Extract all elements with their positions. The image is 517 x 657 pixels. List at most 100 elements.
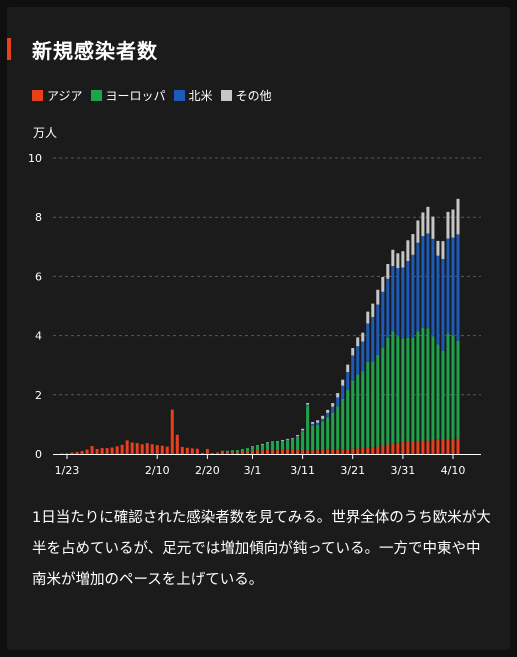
bar-segment-north-america bbox=[351, 355, 355, 381]
bar-segment-asia bbox=[351, 448, 355, 454]
title-accent-bar bbox=[7, 38, 11, 60]
bar-segment-europe bbox=[281, 440, 285, 450]
bar-segment-other bbox=[386, 263, 390, 279]
x-tick-label: 3/11 bbox=[290, 464, 315, 477]
bar-segment-asia bbox=[165, 446, 169, 454]
bar-segment-europe bbox=[391, 331, 395, 444]
bar-segment-asia bbox=[276, 450, 280, 454]
bar-segment-asia bbox=[235, 452, 239, 454]
bar-segment-asia bbox=[356, 448, 360, 454]
bar-segment-other bbox=[366, 311, 370, 324]
bar-segment-asia bbox=[100, 448, 104, 454]
bar-segment-asia bbox=[145, 443, 149, 454]
y-tick-label: 4 bbox=[35, 330, 42, 343]
bar-segment-asia bbox=[296, 450, 300, 454]
y-tick-label: 10 bbox=[28, 152, 42, 165]
bar-segment-asia bbox=[346, 448, 350, 454]
bar-segment-asia bbox=[396, 442, 400, 454]
bar-segment-asia bbox=[150, 444, 154, 454]
bar-segment-other bbox=[446, 211, 450, 239]
bar-segment-europe bbox=[441, 350, 445, 440]
bar-segment-asia bbox=[135, 443, 139, 454]
bar-segment-other bbox=[321, 415, 325, 419]
bar-segment-asia bbox=[115, 446, 119, 454]
bar-segment-north-america bbox=[301, 430, 305, 432]
bar-segment-asia bbox=[85, 449, 89, 454]
bar-segment-north-america bbox=[361, 341, 365, 372]
bar-segment-europe bbox=[366, 361, 370, 448]
bar-segment-europe bbox=[311, 425, 315, 451]
bar-segment-north-america bbox=[401, 267, 405, 339]
bar-segment-north-america bbox=[406, 261, 410, 338]
bar-segment-europe bbox=[220, 450, 224, 452]
y-tick-label: 2 bbox=[35, 389, 42, 402]
x-tick-label: 4/10 bbox=[441, 464, 466, 477]
bar-segment-north-america bbox=[376, 304, 380, 355]
bar-segment-asia bbox=[266, 449, 270, 454]
bar-segment-asia bbox=[225, 452, 229, 454]
bar-segment-other bbox=[361, 332, 365, 342]
bar-segment-asia bbox=[240, 451, 244, 454]
bar-segment-asia bbox=[250, 450, 254, 454]
bar-segment-other bbox=[456, 198, 460, 235]
chart-card: 新規感染者数 アジア ヨーロッパ 北米 その他 万人 0 2 4 6 8 10 1/23 2/… bbox=[7, 7, 510, 650]
bar-segment-europe bbox=[351, 380, 355, 449]
bar-segment-other bbox=[451, 209, 455, 238]
bar-segment-other bbox=[316, 420, 320, 423]
bar-segment-north-america bbox=[446, 238, 450, 334]
bar-segment-asia bbox=[65, 453, 69, 454]
legend-swatch-north-america bbox=[173, 90, 185, 101]
bar-segment-asia bbox=[451, 438, 455, 454]
bar-segment-europe bbox=[316, 424, 320, 451]
bar-segment-asia bbox=[361, 448, 365, 454]
bar-segment-asia bbox=[210, 453, 214, 454]
bar-segment-north-america bbox=[421, 236, 425, 328]
bar-segment-europe bbox=[436, 344, 440, 440]
bar-segment-asia bbox=[321, 449, 325, 454]
bar-segment-asia bbox=[110, 447, 114, 454]
x-tick-label: 2/20 bbox=[195, 464, 220, 477]
bar-segment-other bbox=[341, 379, 345, 386]
bar-segment-asia bbox=[446, 439, 450, 454]
bar-segment-asia bbox=[406, 441, 410, 454]
bar-segment-north-america bbox=[386, 278, 390, 338]
bar-segment-asia bbox=[175, 434, 179, 454]
legend-item-north-america: 北米 bbox=[173, 87, 213, 104]
bar-segment-asia bbox=[95, 448, 99, 454]
bar-segment-other bbox=[421, 212, 425, 237]
bar-segment-other bbox=[381, 276, 385, 292]
bar-segment-asia bbox=[366, 447, 370, 454]
bar-segment-asia bbox=[391, 443, 395, 454]
bar-segment-europe bbox=[240, 448, 244, 452]
bar-segment-north-america bbox=[411, 254, 415, 338]
bar-segment-asia bbox=[301, 450, 305, 454]
bar-segment-europe bbox=[361, 371, 365, 449]
bar-segment-asia bbox=[316, 450, 320, 454]
bar-segment-north-america bbox=[451, 237, 455, 336]
bar-segment-asia bbox=[120, 444, 124, 454]
bar-segment-asia bbox=[436, 439, 440, 454]
bar-segment-europe bbox=[276, 441, 280, 451]
bar-segment-asia bbox=[431, 440, 435, 454]
bar-segment-europe bbox=[396, 336, 400, 443]
bar-segment-asia bbox=[160, 445, 164, 454]
bar-segment-asia bbox=[261, 450, 265, 454]
description-text: 1日当たりに確認された感染者数を見てみる。世界全体のうち欧米が大半を占めているが… bbox=[32, 510, 491, 588]
bar-segment-other bbox=[301, 428, 305, 431]
x-tick-label: 3/21 bbox=[340, 464, 365, 477]
bar-segment-asia bbox=[130, 442, 134, 454]
bar-segment-other bbox=[411, 234, 415, 255]
bar-segment-asia bbox=[255, 450, 259, 454]
y-axis-unit-label: 万人 bbox=[33, 126, 58, 140]
bar-segment-asia bbox=[281, 449, 285, 454]
bar-segment-asia bbox=[90, 446, 94, 454]
bar-segment-other bbox=[296, 435, 300, 437]
bar-segment-asia bbox=[401, 442, 405, 454]
legend-item-other: その他 bbox=[220, 87, 272, 104]
bar-segment-europe bbox=[371, 361, 375, 448]
bar-segment-north-america bbox=[321, 418, 325, 422]
bar-segment-other bbox=[281, 440, 285, 441]
bar-segment-other bbox=[416, 220, 420, 243]
bar-segment-asia bbox=[326, 449, 330, 454]
bar-segment-other bbox=[376, 289, 380, 305]
